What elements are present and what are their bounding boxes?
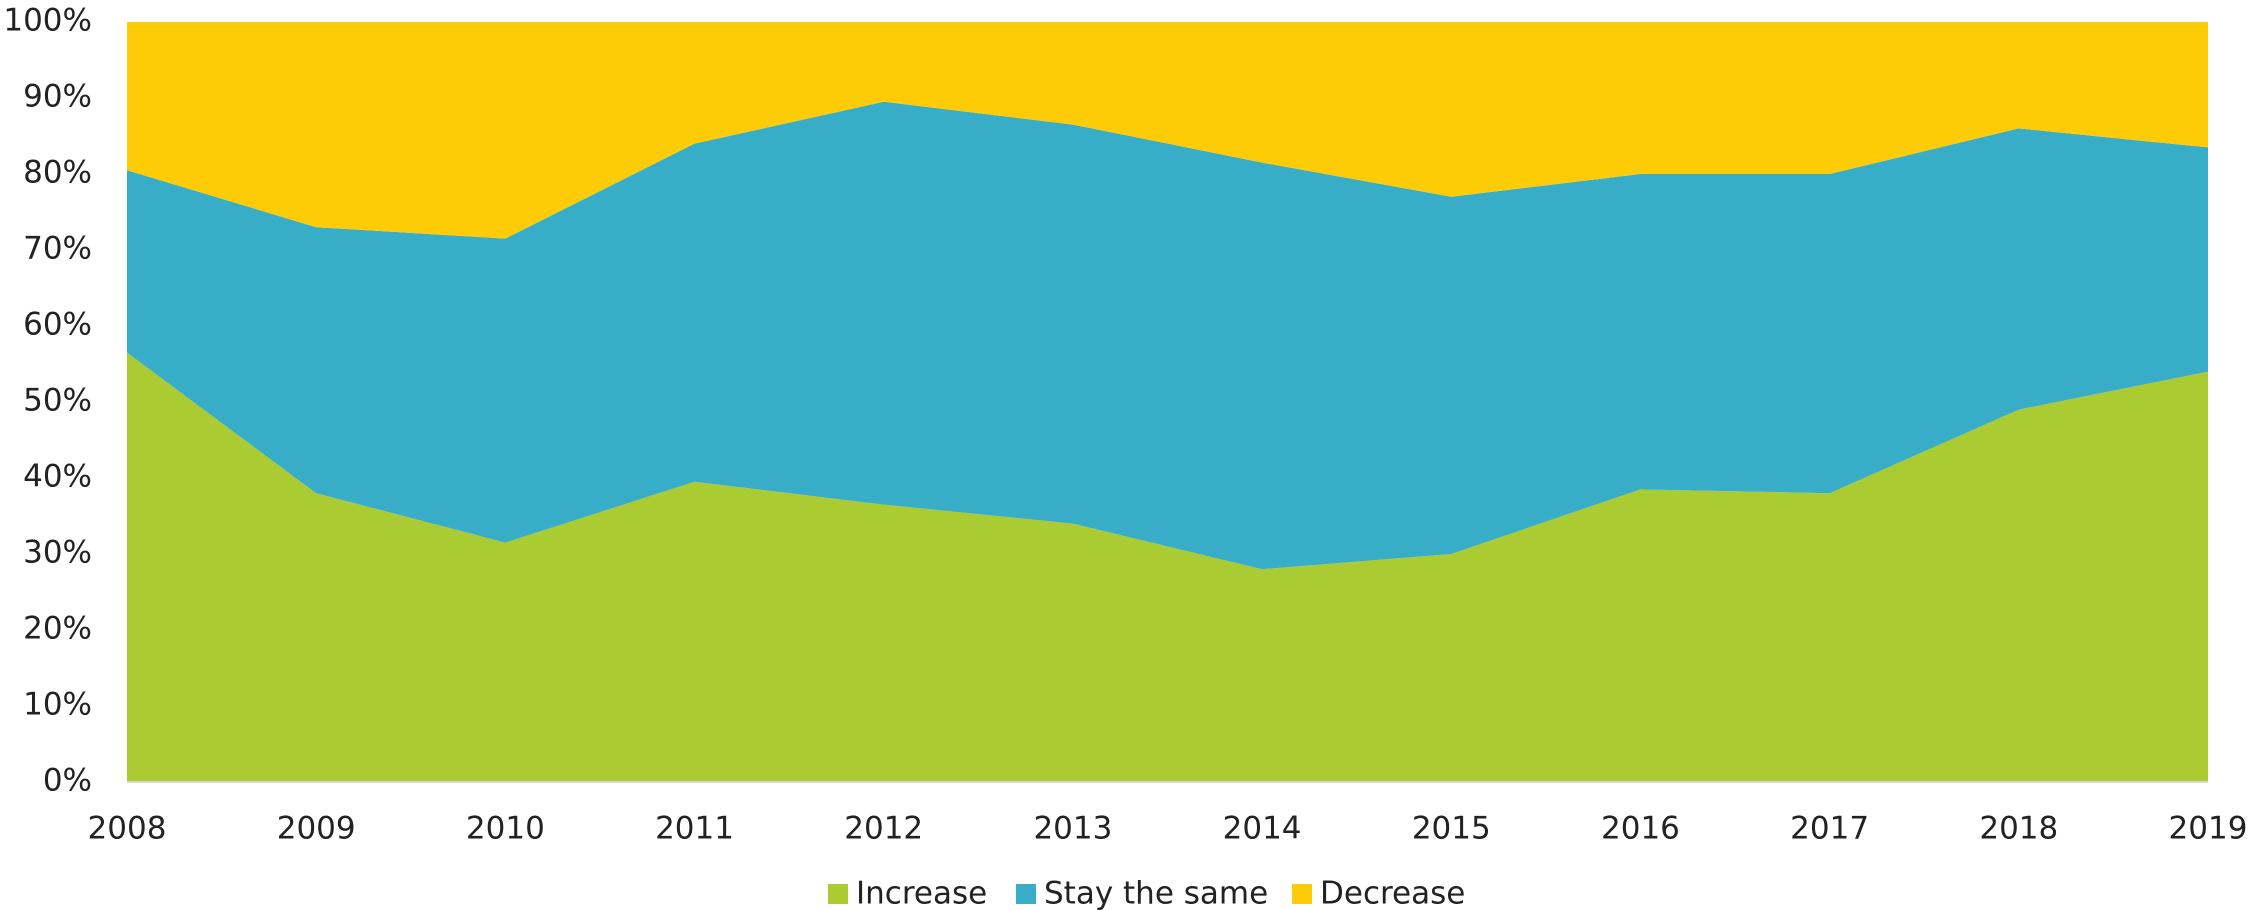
legend-swatch [828,884,848,904]
y-tick-label: 10% [23,687,92,723]
x-tick-label: 2009 [277,811,356,847]
x-tick-label: 2012 [844,811,923,847]
x-tick-label: 2015 [1412,811,1491,847]
x-tick-label: 2011 [655,811,734,847]
y-tick-label: 60% [23,307,92,343]
y-tick-label: 0% [43,763,92,799]
y-tick-label: 70% [23,231,92,267]
x-tick-label: 2018 [1979,811,2058,847]
legend-swatch [1016,884,1036,904]
legend-label: Increase [856,876,987,910]
x-tick-label: 2008 [88,811,167,847]
y-tick-label: 30% [23,535,92,571]
x-tick-label: 2017 [1790,811,1869,847]
legend-swatch [1292,884,1312,904]
y-tick-label: 50% [23,383,92,419]
y-tick-label: 90% [23,79,92,115]
area [127,22,2208,239]
legend-label: Stay the same [1044,876,1268,910]
x-tick-label: 2014 [1223,811,1302,847]
y-tick-label: 100% [3,3,92,39]
x-tick-label: 2019 [2169,811,2248,847]
x-tick-label: 2013 [1033,811,1112,847]
area [127,352,2208,782]
y-tick-label: 40% [23,459,92,495]
area [127,101,2208,570]
x-tick-label: 2010 [466,811,545,847]
y-tick-label: 80% [23,155,92,191]
x-tick-label: 2016 [1601,811,1680,847]
y-tick-label: 20% [23,611,92,647]
legend-label: Decrease [1320,876,1465,910]
